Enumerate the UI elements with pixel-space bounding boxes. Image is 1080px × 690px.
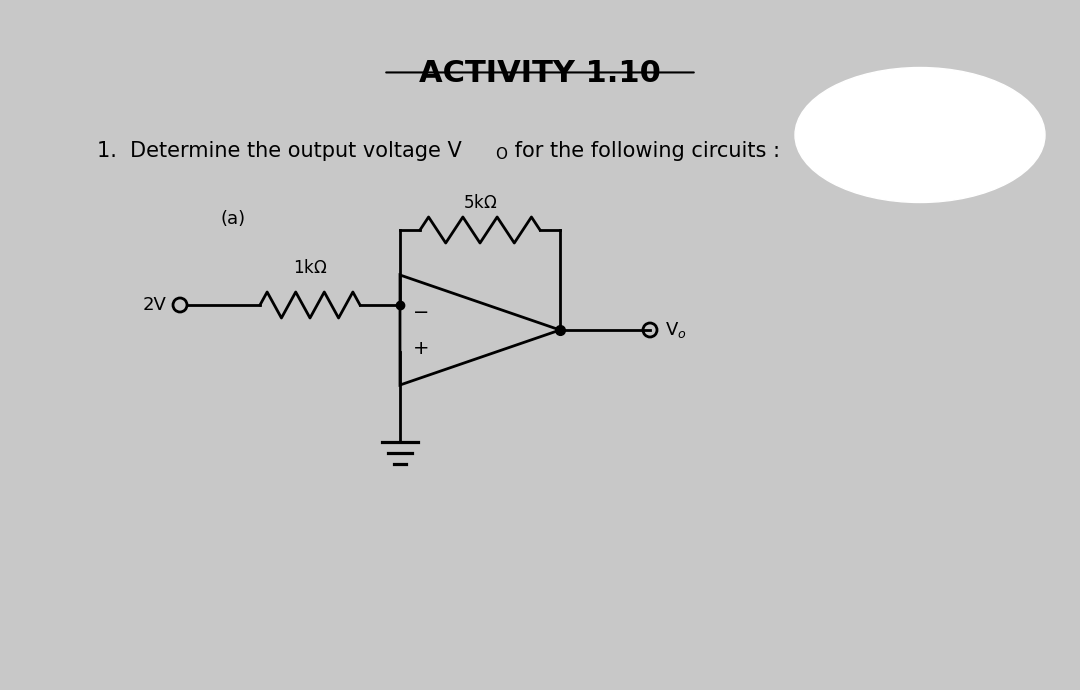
Text: V$_o$: V$_o$ (665, 320, 687, 340)
Text: for the following circuits :: for the following circuits : (508, 141, 780, 161)
Text: +: + (413, 339, 430, 357)
Text: O: O (495, 147, 507, 162)
Text: −: − (413, 302, 430, 322)
Text: 5k$\Omega$: 5k$\Omega$ (463, 194, 497, 212)
Text: 1.  Determine the output voltage V: 1. Determine the output voltage V (97, 141, 462, 161)
Text: ACTIVITY 1.10: ACTIVITY 1.10 (419, 59, 661, 88)
Text: 2V: 2V (144, 296, 167, 314)
Text: (a): (a) (220, 210, 245, 228)
Ellipse shape (795, 68, 1045, 202)
Text: 1k$\Omega$: 1k$\Omega$ (293, 259, 327, 277)
